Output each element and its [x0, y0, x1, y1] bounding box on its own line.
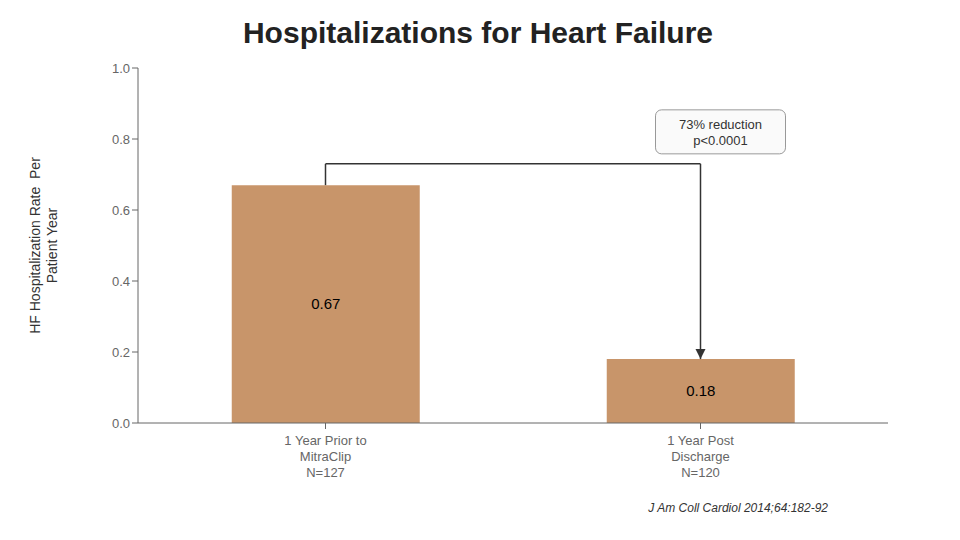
svg-text:1 Year Prior toMitraClipN=127: 1 Year Prior toMitraClipN=127 — [284, 433, 366, 480]
svg-text:1.0: 1.0 — [112, 61, 130, 76]
html-text:J Am Coll Cardiol 2014;64:182-: J Am Coll Cardiol 2014;64:182-92 — [648, 501, 828, 515]
svg-text:0.8: 0.8 — [112, 132, 130, 147]
svg-text:0.18: 0.18 — [686, 382, 715, 399]
html-text:Hospitalizations for Heart Fai: Hospitalizations for Heart Failure — [243, 16, 713, 49]
svg-text:1 Year PostDischargeN=120: 1 Year PostDischargeN=120 — [667, 433, 734, 480]
svg-text:HF Hospitalization Rate PerPa: HF Hospitalization Rate PerPatient Year — [27, 157, 60, 334]
svg-text:73% reductionp<0.0001: 73% reductionp<0.0001 — [679, 117, 762, 148]
svg-text:0.67: 0.67 — [311, 295, 340, 312]
svg-text:0.6: 0.6 — [112, 203, 130, 218]
svg-text:0.2: 0.2 — [112, 345, 130, 360]
svg-text:0.4: 0.4 — [112, 274, 130, 289]
svg-text:0.0: 0.0 — [112, 416, 130, 431]
